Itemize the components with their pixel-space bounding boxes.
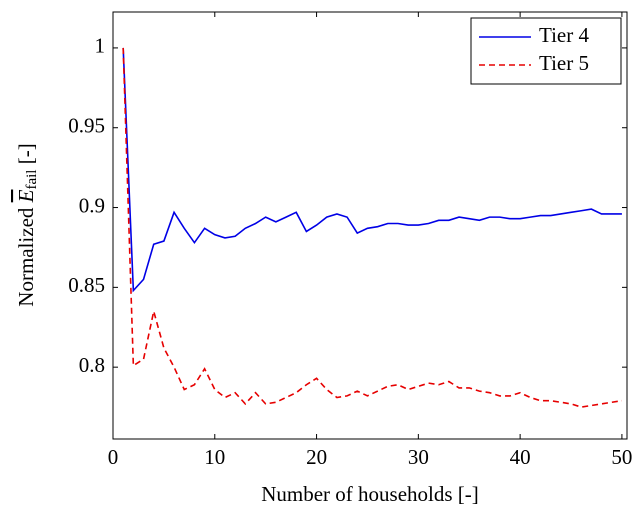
x-tick-label: 20 (306, 445, 327, 469)
y-tick-label: 1 (95, 34, 106, 58)
y-tick-label: 0.95 (68, 114, 105, 138)
x-tick-label: 30 (408, 445, 429, 469)
y-axis-label: Normalized Efail [-] (14, 143, 43, 306)
x-tick-label: 40 (510, 445, 531, 469)
legend-box (470, 17, 622, 85)
plot-frame (112, 11, 628, 440)
y-tick-label: 0.8 (79, 353, 105, 377)
y-tick-label: 0.85 (68, 273, 105, 297)
legend-label: Tier 4 (539, 23, 589, 47)
y-tick-label: 0.9 (79, 193, 105, 217)
series-line (122, 47, 622, 293)
legend-label: Tier 5 (539, 51, 589, 75)
x-tick-label: 50 (611, 445, 632, 469)
x-tick-label: 10 (204, 445, 225, 469)
x-axis-label: Number of households [-] (261, 482, 479, 506)
series-line (122, 47, 623, 408)
x-tick-label: 0 (108, 445, 119, 469)
